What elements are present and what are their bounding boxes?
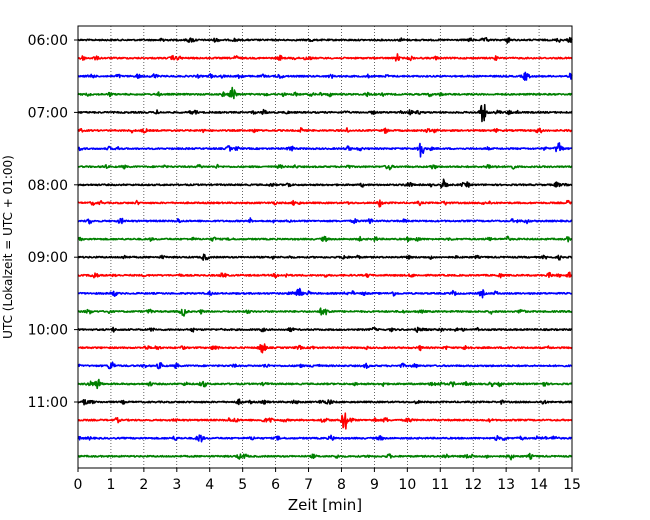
trace-line (77, 378, 573, 390)
trace-line (77, 253, 573, 261)
x-tick-label: 14 (530, 477, 548, 493)
y-tick-label: 08:00 (28, 178, 68, 194)
trace-line (77, 127, 573, 134)
x-tick-label: 10 (398, 477, 416, 493)
plot-frame (77, 25, 573, 469)
trace-line (77, 142, 573, 158)
x-tick-label: 12 (464, 477, 482, 493)
trace-line (77, 452, 573, 461)
trace-line (77, 36, 573, 44)
x-tick-label: 6 (271, 477, 280, 493)
y-axis: 06:00 07:00 08:00 09:00 10:00 11:00 (28, 33, 78, 411)
y-tick-label: 11:00 (28, 395, 68, 411)
x-tick-label: 9 (370, 477, 379, 493)
x-tick-label: 11 (431, 477, 449, 493)
trace-line (77, 217, 573, 225)
y-tick-label: 06:00 (28, 33, 68, 49)
trace-line (77, 86, 573, 100)
trace-line (77, 271, 573, 279)
y-axis-label: UTC (Lokalzeit = UTC + 01:00) (1, 155, 15, 339)
trace-line (77, 287, 573, 299)
x-tick-label: 4 (205, 477, 214, 493)
y-tick-label: 09:00 (28, 250, 68, 266)
trace-line (77, 412, 573, 430)
trace-line (77, 71, 573, 82)
trace-line (77, 199, 573, 208)
trace-line (77, 163, 573, 171)
trace-line (77, 235, 573, 243)
y-tick-label: 07:00 (28, 105, 68, 121)
x-tick-label: 2 (139, 477, 148, 493)
x-axis-label: Zeit [min] (288, 496, 362, 514)
trace-line (77, 326, 573, 333)
x-axis: 0 1 2 3 4 5 6 7 8 9 10 11 12 13 14 15 (74, 468, 581, 493)
trace-line (77, 53, 573, 62)
trace-line (77, 307, 573, 317)
x-tick-label: 5 (238, 477, 247, 493)
trace-line (77, 398, 573, 406)
trace-line (77, 103, 573, 123)
trace-line (77, 434, 573, 443)
x-tick-label: 1 (106, 477, 115, 493)
x-tick-label: 13 (497, 477, 515, 493)
y-tick-label: 10:00 (28, 323, 68, 339)
x-tick-label: 15 (563, 477, 581, 493)
x-tick-label: 0 (74, 477, 83, 493)
trace-line (77, 361, 573, 370)
trace-lines (77, 36, 573, 461)
trace-line (77, 343, 573, 354)
trace-line (77, 178, 573, 189)
x-tick-label: 3 (172, 477, 181, 493)
x-tick-label: 8 (337, 477, 346, 493)
x-tick-label: 7 (304, 477, 313, 493)
